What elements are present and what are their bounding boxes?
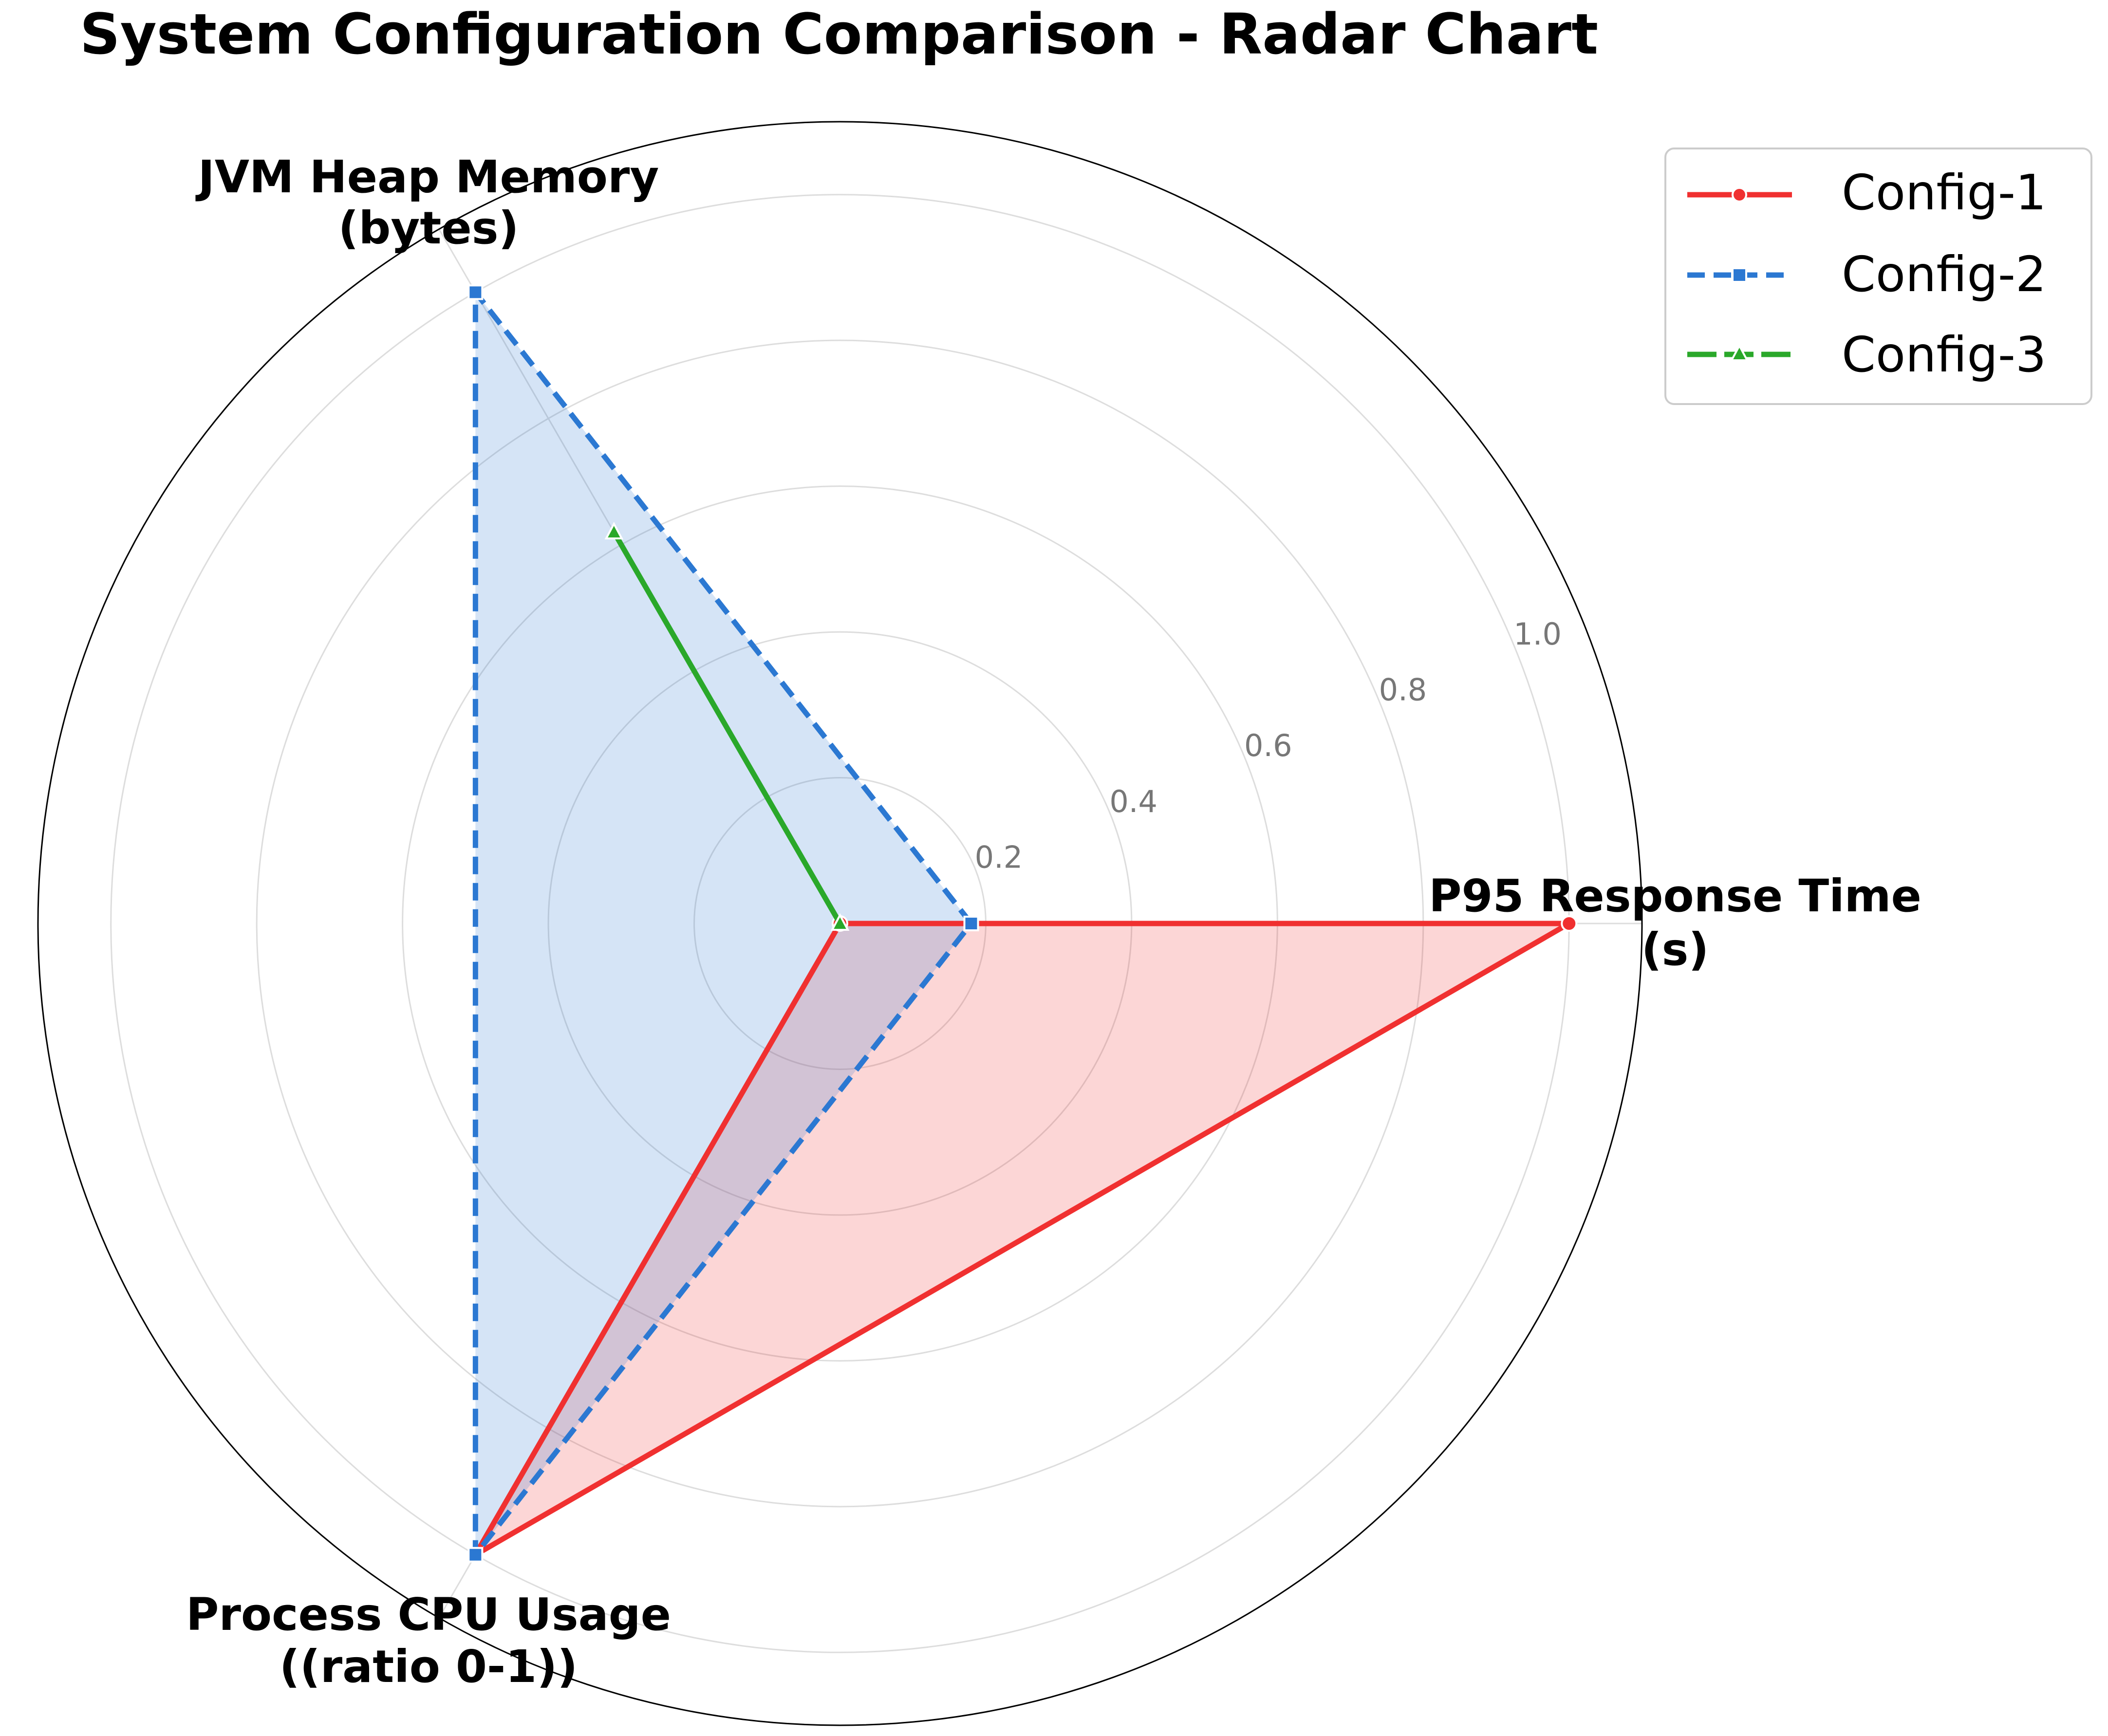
- data-point-config-2-3: [467, 1547, 484, 1563]
- outer-frame: [37, 121, 1643, 1726]
- axis-label-jvm-line1: JVM Heap Memory: [195, 151, 659, 203]
- chart-title: System Configuration Comparison - Radar …: [80, 2, 1598, 67]
- r-tick-label-2: 0.4: [1109, 784, 1157, 819]
- axis-label-cpu: Process CPU Usage ((ratio 0-1)): [186, 1588, 671, 1693]
- legend-label-config-3: Config-3: [1842, 326, 2047, 383]
- data-point-config-3-2: [604, 521, 624, 540]
- data-point-config-1-1: [1561, 915, 1578, 932]
- legend-marker-config-3: [1730, 343, 1749, 361]
- r-tick-label-4: 0.8: [1379, 672, 1427, 708]
- data-point-config-2-1: [963, 916, 979, 931]
- axis-label-p95-line1: P95 Response Time: [1429, 870, 1921, 922]
- data-point-config-3-3: [830, 913, 850, 931]
- legend: Config-1 Config-2 Config-3: [1664, 148, 2092, 405]
- legend-marker-config-2: [1732, 267, 1747, 283]
- series-fill-config-2: [475, 292, 971, 1555]
- legend-label-config-2: Config-2: [1842, 246, 2047, 303]
- legend-marker-config-1: [1732, 187, 1747, 203]
- r-tick-label-3: 0.6: [1244, 728, 1292, 763]
- legend-item-config-3: Config-3: [1687, 326, 2047, 383]
- axis-label-cpu-line2: ((ratio 0-1)): [280, 1641, 578, 1693]
- legend-item-config-1: Config-1: [1687, 164, 2047, 221]
- series-line-config-1: [472, 921, 1571, 1558]
- axis-label-jvm-line2: (bytes): [338, 202, 519, 254]
- legend-item-config-2: Config-2: [1687, 246, 2047, 303]
- r-tick-label-5: 1.0: [1513, 616, 1562, 652]
- legend-box: [1664, 148, 2092, 405]
- r-tick-label-1: 0.2: [975, 839, 1023, 875]
- legend-label-config-1: Config-1: [1842, 164, 2047, 221]
- axis-label-p95-line2: (s): [1642, 923, 1709, 976]
- series-line-config-2: [472, 289, 973, 1558]
- data-point-config-2-2: [467, 284, 484, 300]
- axis-label-jvm: JVM Heap Memory (bytes): [195, 151, 659, 254]
- series-layer: [467, 284, 1578, 1563]
- axis-label-cpu-line1: Process CPU Usage: [186, 1588, 671, 1641]
- axis-label-p95: P95 Response Time (s): [1429, 870, 1921, 976]
